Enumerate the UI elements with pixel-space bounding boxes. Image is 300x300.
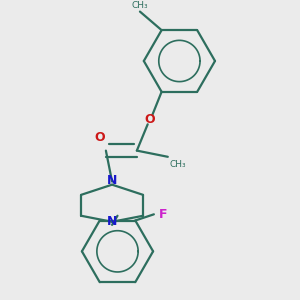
Text: O: O: [144, 113, 154, 126]
Text: CH₃: CH₃: [132, 1, 148, 10]
Text: N: N: [107, 215, 117, 228]
Text: N: N: [107, 174, 117, 187]
Text: O: O: [94, 131, 105, 144]
Text: CH₃: CH₃: [169, 160, 186, 169]
Text: F: F: [158, 208, 167, 221]
